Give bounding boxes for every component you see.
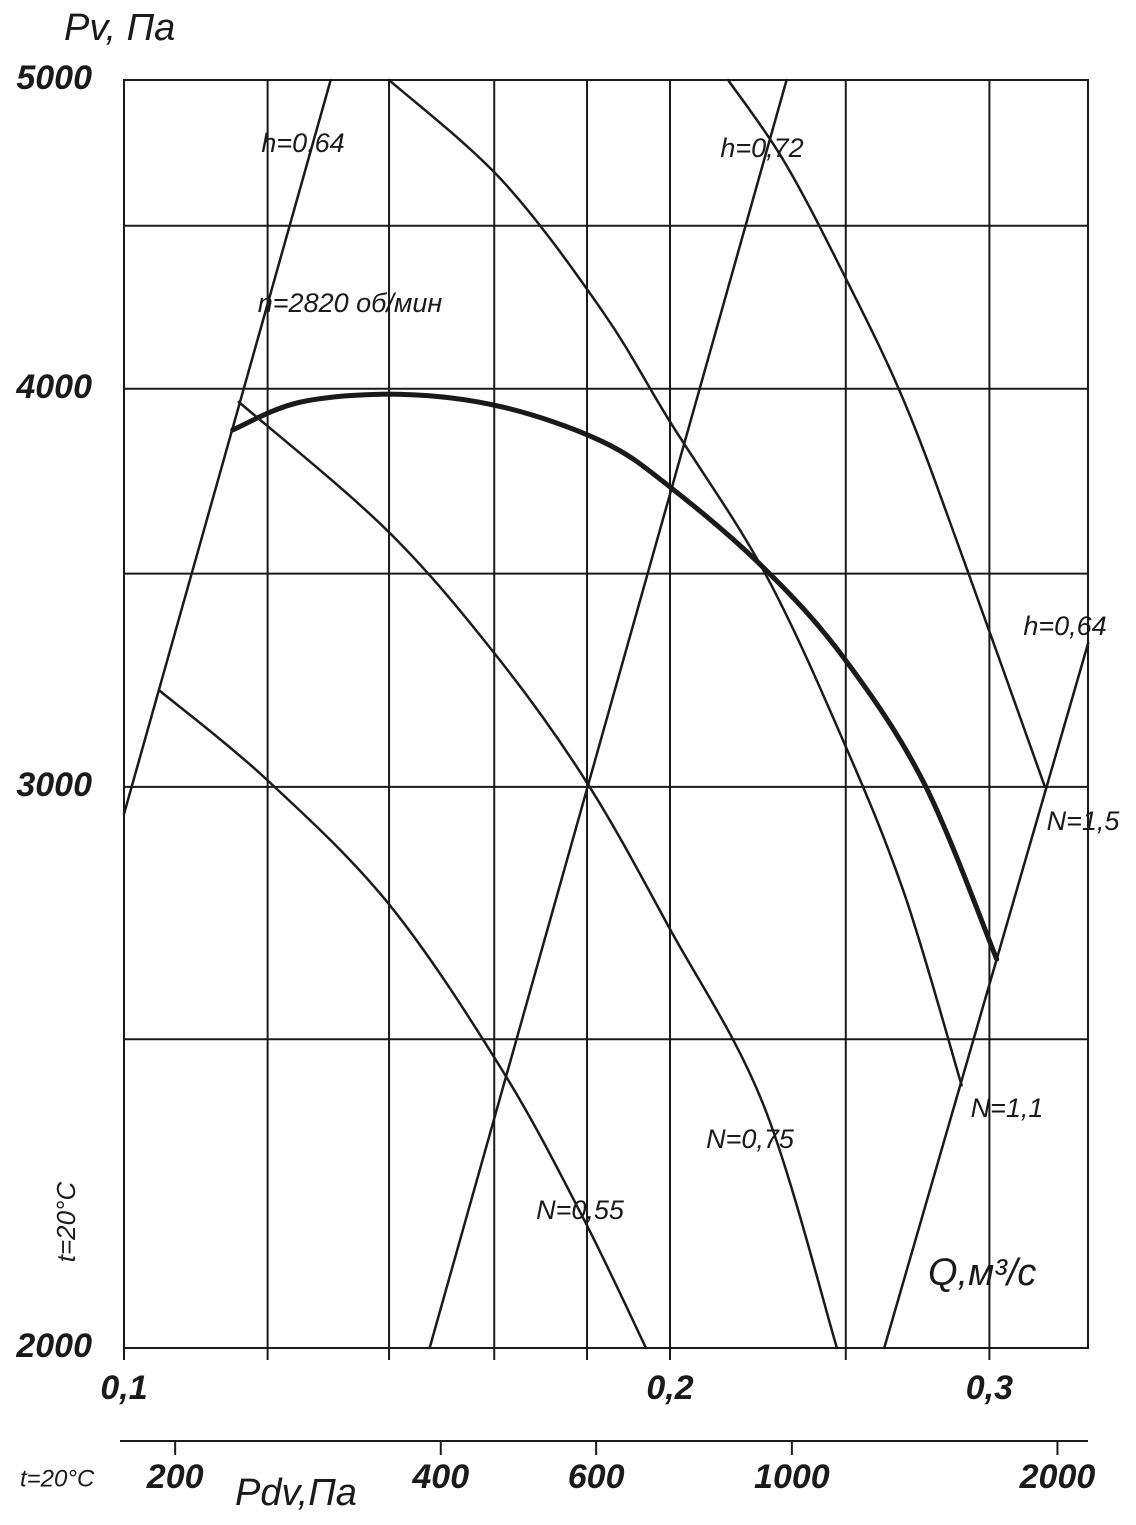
y-tick-label: 5000 <box>16 59 92 97</box>
x2-tick-label: 2000 <box>1019 1458 1096 1496</box>
curve <box>237 400 839 1350</box>
curve <box>158 689 648 1350</box>
curve <box>122 78 332 816</box>
x2-axis-label: Pdv,Па <box>235 1472 357 1514</box>
temperature-note: t=20°C <box>20 1465 95 1492</box>
x-axis-label: Q,м³/с <box>928 1252 1036 1294</box>
x2-tick-label: 400 <box>411 1458 469 1496</box>
x-tick-label: 0,2 <box>646 1369 693 1407</box>
x-tick-label: 0,1 <box>100 1369 147 1407</box>
y-axis-label: Pv, Па <box>64 7 175 49</box>
curve-label: h=0,72 <box>720 133 803 163</box>
y-tick-label: 4000 <box>15 368 92 406</box>
y-tick-label: 3000 <box>16 766 92 804</box>
temperature-note: t=20°C <box>51 1182 81 1263</box>
curve <box>387 78 963 1087</box>
curve-label: h=0,64 <box>261 128 344 158</box>
y-tick-label: 2000 <box>15 1327 92 1365</box>
curve-label: N=0,55 <box>536 1195 625 1225</box>
curve-label: h=0,64 <box>1023 611 1106 641</box>
curve-label: n=2820 об/мин <box>258 288 443 318</box>
curve <box>882 641 1090 1350</box>
curve-label: N=1,5 <box>1047 806 1121 836</box>
x2-tick-label: 600 <box>568 1458 625 1496</box>
x2-tick-label: 200 <box>146 1458 204 1496</box>
x-tick-label: 0,3 <box>966 1369 1013 1407</box>
curve-label: N=0,75 <box>706 1124 795 1154</box>
x2-tick-label: 1000 <box>754 1458 830 1496</box>
curve <box>726 78 1047 789</box>
curve <box>230 391 1000 962</box>
curve-label: N=1,1 <box>971 1093 1044 1123</box>
curve <box>428 78 788 1350</box>
